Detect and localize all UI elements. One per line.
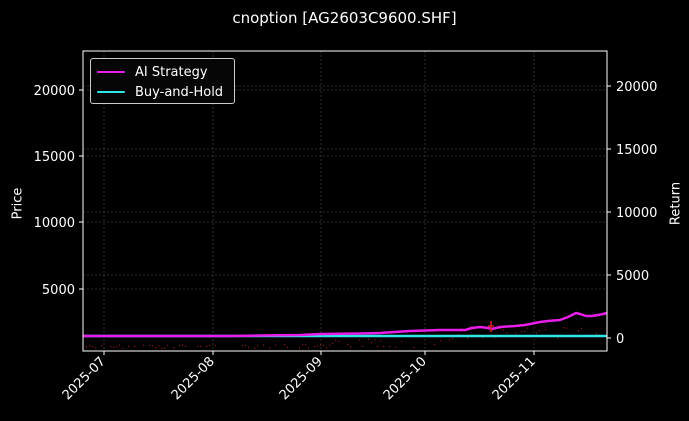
right-tick-label: 15000	[616, 143, 657, 158]
x-ticks	[103, 351, 535, 355]
left-tick-label: 15000	[34, 150, 75, 165]
legend-item-ai-strategy: AI Strategy	[97, 62, 228, 82]
legend-label: Buy-and-Hold	[135, 84, 224, 100]
left-tick-label: 20000	[34, 84, 75, 99]
left-y-ticks	[79, 89, 83, 290]
right-tick-label: 0	[616, 332, 624, 347]
chart-title: cnoption [AG2603C9600.SHF]	[232, 9, 457, 27]
right-y-ticks	[607, 85, 611, 339]
right-tick-label: 20000	[616, 80, 657, 95]
legend-item-buy-and-hold: Buy-and-Hold	[97, 82, 228, 102]
right-tick-label: 10000	[616, 206, 657, 221]
left-tick-label: 5000	[42, 283, 75, 298]
x-tick-label: 2025-10	[381, 354, 430, 403]
ai-strategy-line	[83, 311, 608, 338]
plot-frame	[82, 50, 608, 352]
ai-strategy-swatch-icon	[97, 70, 125, 74]
x-tick-label: 2025-09	[277, 354, 326, 403]
legend-label: AI Strategy	[135, 64, 208, 80]
x-tick-label: 2025-08	[169, 354, 218, 403]
right-tick-label: 5000	[616, 269, 649, 284]
left-tick-label: 10000	[34, 216, 75, 231]
price-dots	[86, 326, 601, 349]
chart-legend: AI Strategy Buy-and-Hold	[90, 58, 235, 104]
x-tick-label: 2025-11	[490, 354, 539, 403]
x-tick-label: 2025-07	[60, 354, 109, 403]
grid-lines	[83, 51, 607, 351]
buy-and-hold-swatch-icon	[97, 90, 125, 94]
